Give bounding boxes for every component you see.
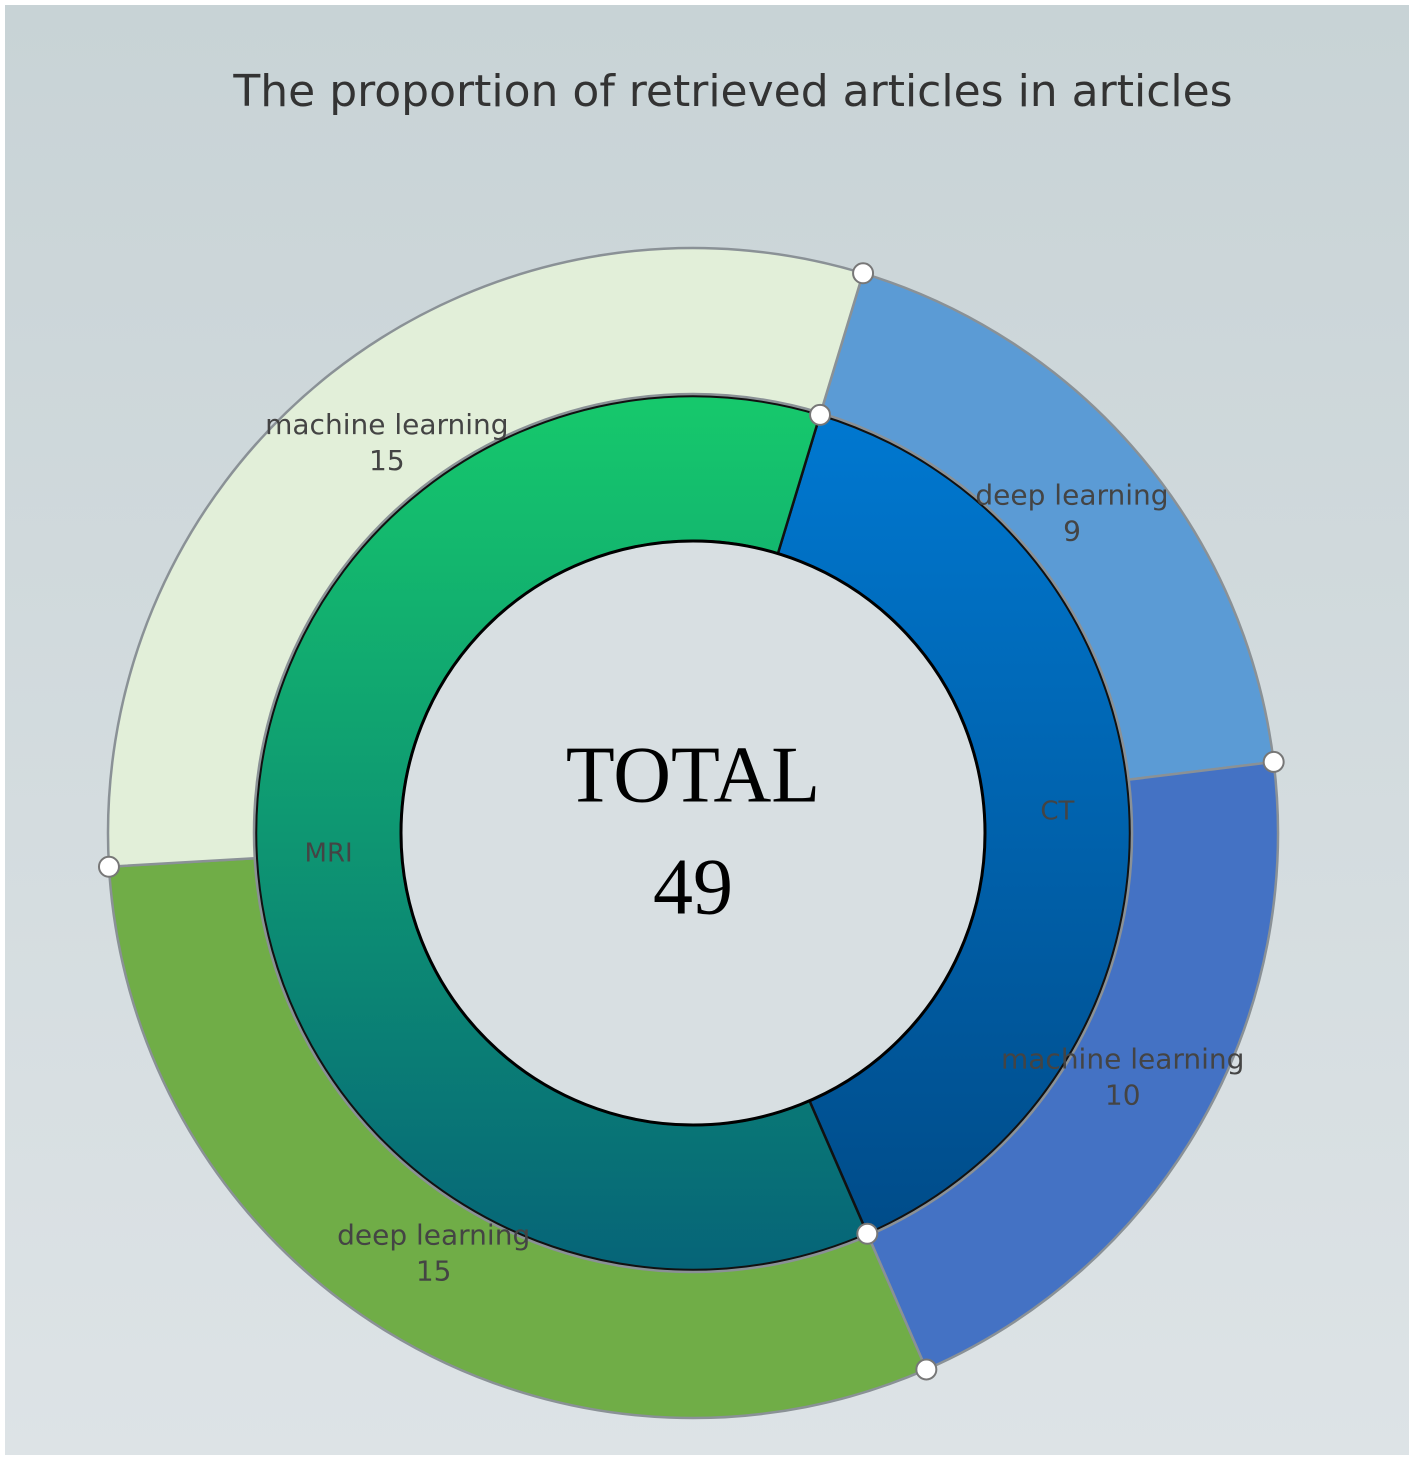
handle [852, 262, 875, 285]
inner-label: MRI [305, 839, 353, 869]
inner-label: CT [1040, 796, 1074, 826]
center-label: TOTAL [566, 731, 820, 819]
outer-arc [107, 856, 928, 1420]
handle [915, 1358, 938, 1381]
center-total: 49 [653, 843, 733, 931]
outer-label-name: machine learning [1001, 1043, 1244, 1076]
handle [809, 403, 832, 426]
center-circle [399, 539, 987, 1127]
outer-label-value: 15 [416, 1255, 452, 1288]
outer-label-name: machine learning [265, 408, 508, 441]
outer-label-value: 9 [1063, 515, 1081, 548]
outer-label-value: 10 [1105, 1079, 1141, 1112]
outer-label-name: deep learning [975, 479, 1168, 512]
handle [856, 1222, 879, 1245]
outer-label-value: 15 [369, 444, 405, 477]
handle [97, 855, 120, 878]
chart-title: The proportion of retrieved articles in … [232, 66, 1232, 117]
handle [1262, 750, 1285, 773]
outer-label-name: deep learning [337, 1219, 530, 1252]
outer-arc [106, 246, 865, 869]
